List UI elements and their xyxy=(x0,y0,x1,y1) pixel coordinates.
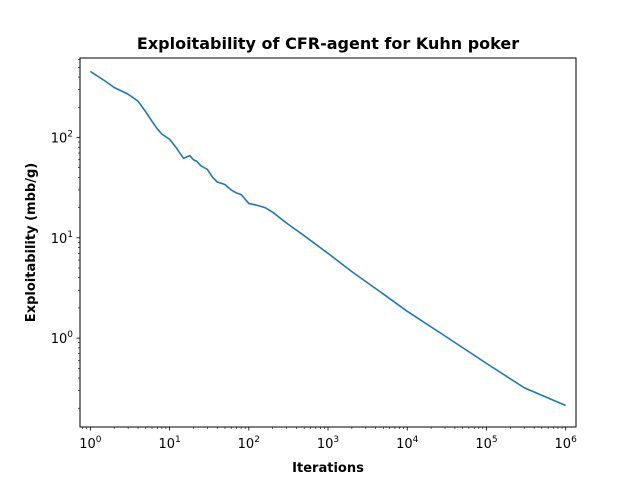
y-tick-exponent: 2 xyxy=(67,129,73,139)
x-tick-label: 102 xyxy=(238,435,260,452)
series-line xyxy=(89,70,566,407)
x-tick-label: 105 xyxy=(475,435,497,452)
y-tick-exponent: 0 xyxy=(67,330,73,340)
x-tick-label: 103 xyxy=(317,435,339,452)
x-tick-exponent: 3 xyxy=(333,435,339,445)
x-tick-label: 100 xyxy=(79,435,102,452)
plot-area xyxy=(89,70,566,407)
x-tick-base: 10 xyxy=(317,437,334,452)
x-tick-exponent: 1 xyxy=(175,435,181,445)
x-tick-base: 10 xyxy=(158,437,175,452)
x-tick-exponent: 2 xyxy=(254,435,260,445)
x-tick-base: 10 xyxy=(475,437,492,452)
x-tick-label: 106 xyxy=(555,435,578,452)
y-tick-exponent: 1 xyxy=(67,230,73,240)
x-axis-label: Iterations xyxy=(292,461,364,476)
x-tick-exponent: 0 xyxy=(96,435,102,445)
y-tick-label: 100 xyxy=(51,330,74,347)
y-tick-label: 101 xyxy=(51,230,73,247)
y-axis-label: Exploitability (mbb/g) xyxy=(24,163,39,322)
x-tick-base: 10 xyxy=(79,437,96,452)
x-tick-exponent: 5 xyxy=(492,435,498,445)
x-tick-base: 10 xyxy=(238,437,255,452)
chart-title: Exploitability of CFR-agent for Kuhn pok… xyxy=(137,34,519,53)
axes-frame xyxy=(79,57,577,428)
x-tick-label: 101 xyxy=(158,435,180,452)
y-tick-base: 10 xyxy=(51,131,68,146)
x-tick-base: 10 xyxy=(396,437,413,452)
x-tick-label: 104 xyxy=(396,435,419,452)
x-tick-exponent: 4 xyxy=(413,435,419,445)
x-tick-base: 10 xyxy=(555,437,572,452)
y-tick-label: 102 xyxy=(51,129,73,146)
x-tick-exponent: 6 xyxy=(571,435,577,445)
y-tick-base: 10 xyxy=(51,332,68,347)
y-tick-base: 10 xyxy=(51,232,68,247)
